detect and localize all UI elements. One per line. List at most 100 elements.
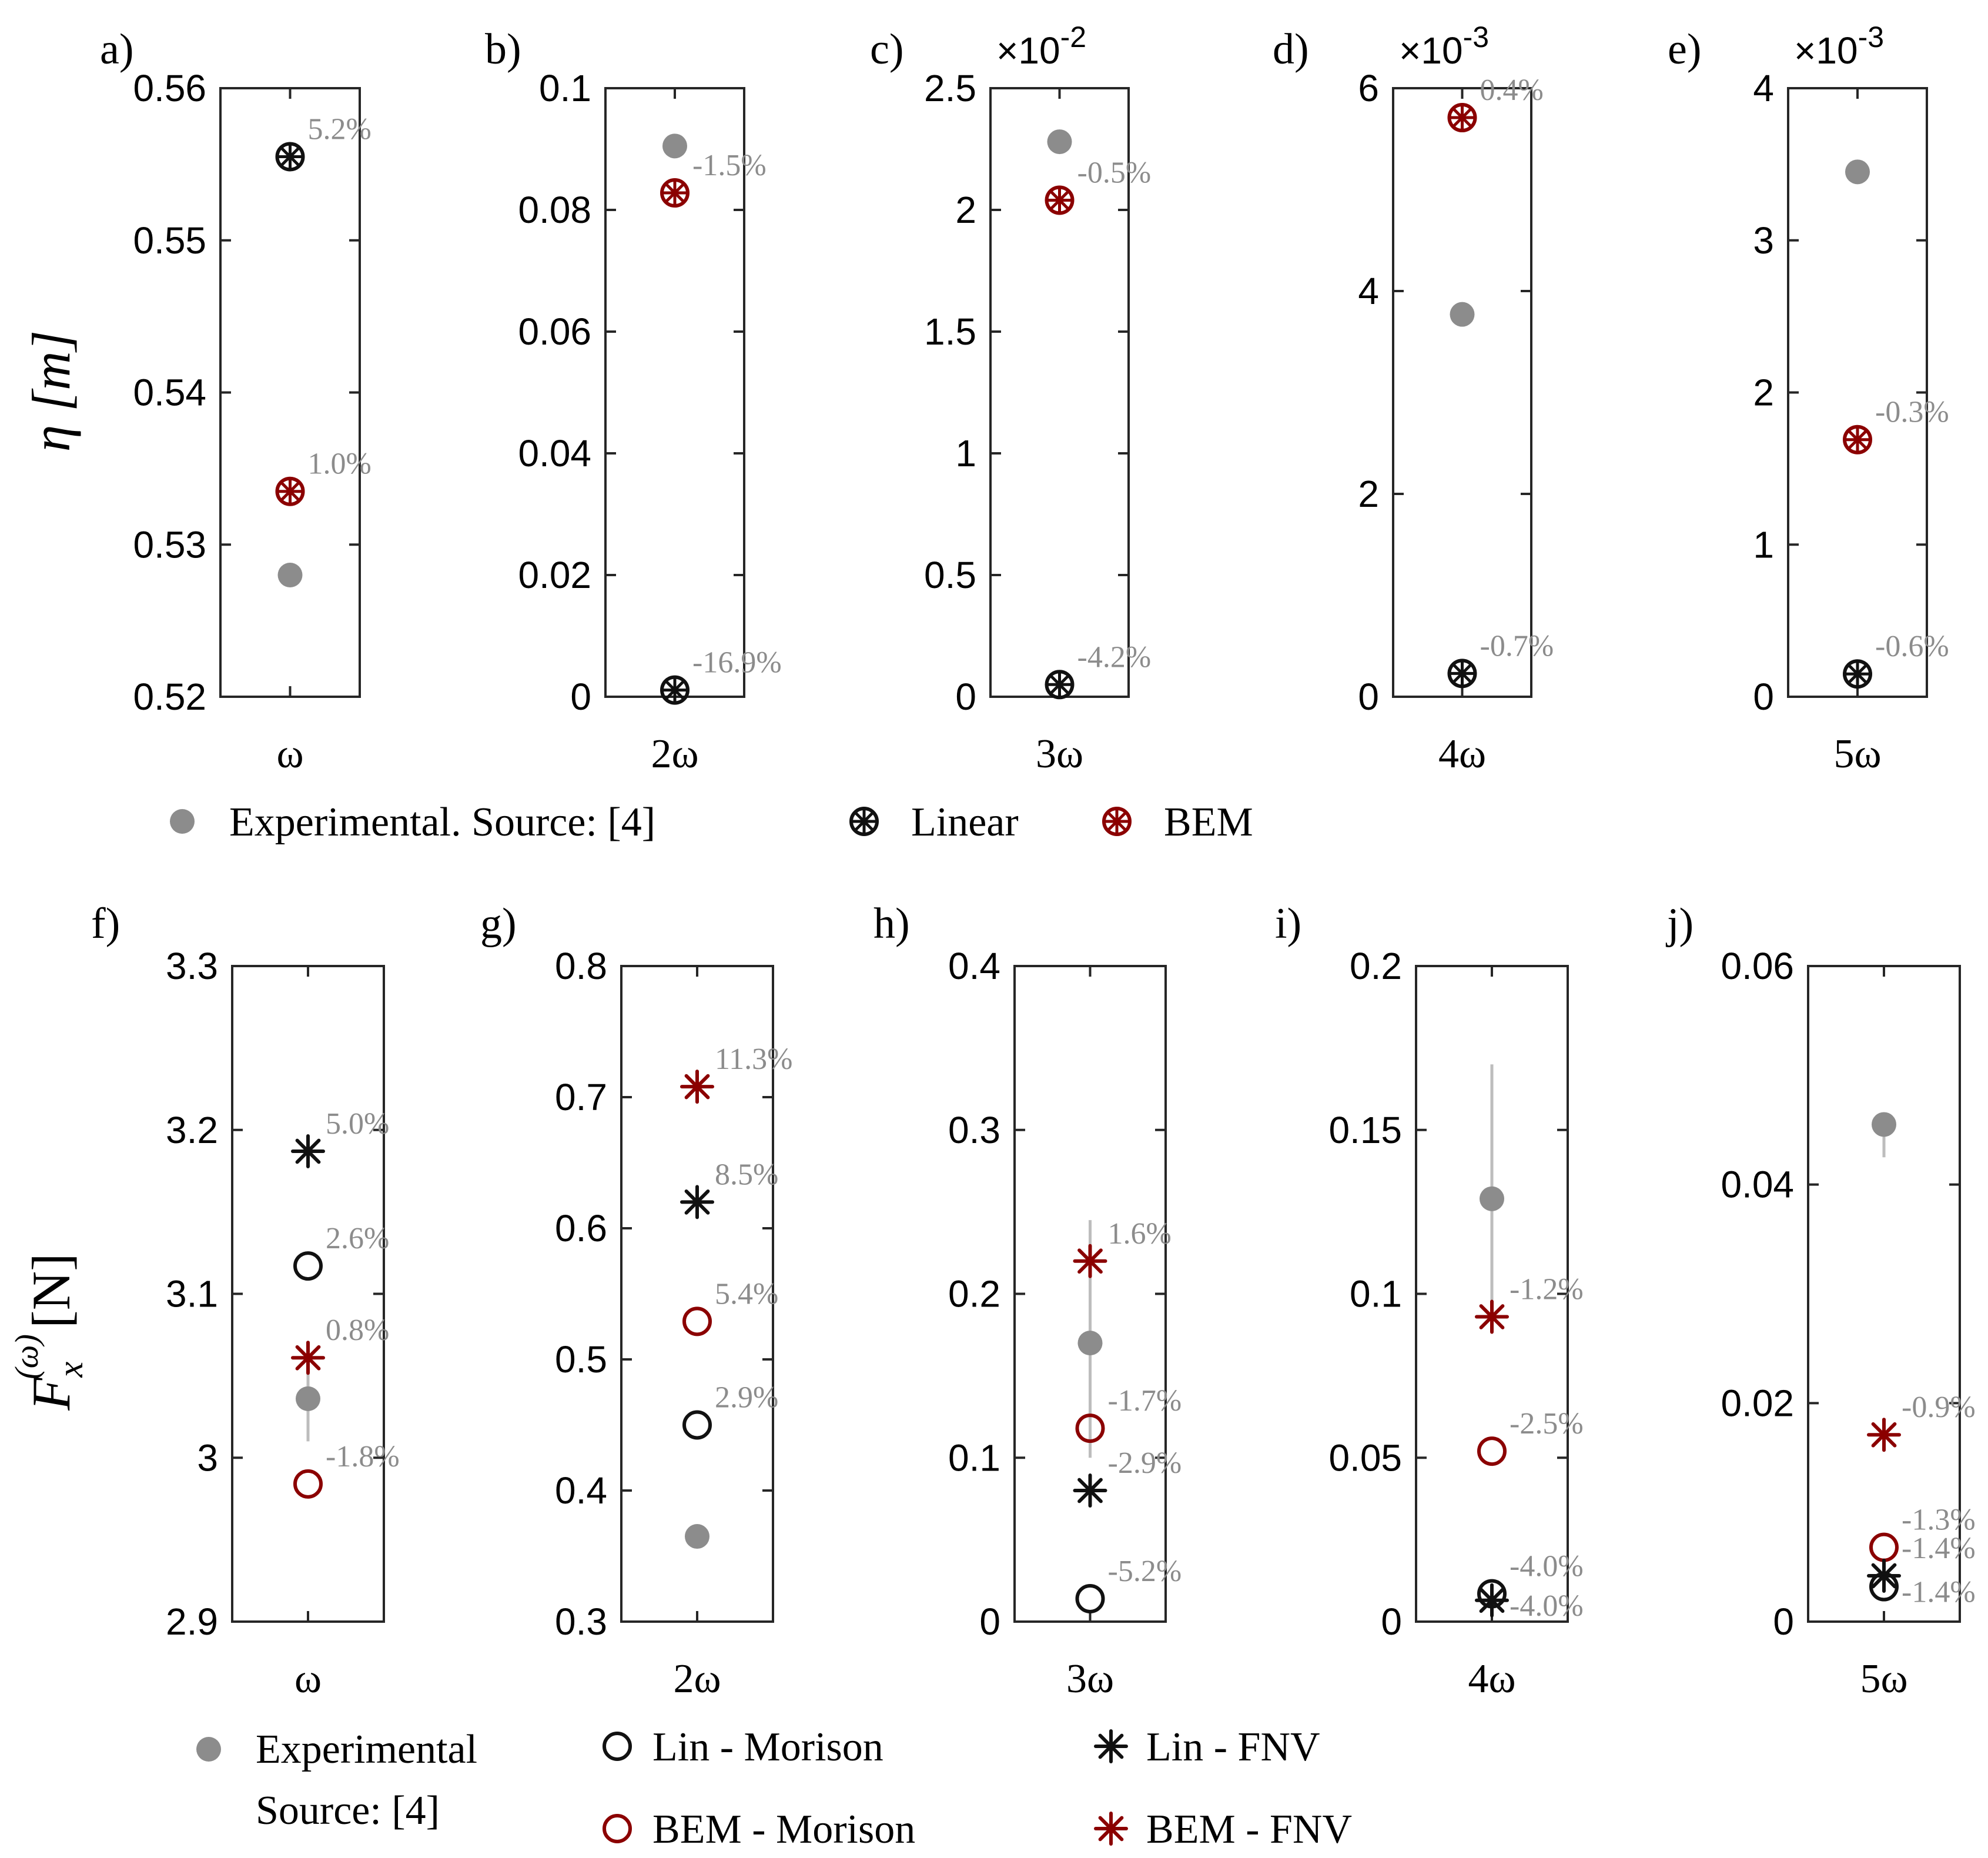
top-legend-item-2-marker [1102, 807, 1132, 836]
panel-c-multiplier-exponent: -2 [1060, 21, 1086, 54]
panel-a-ytick-label-0: 0.52 [133, 676, 206, 718]
panel-e-multiplier-exponent: -3 [1858, 21, 1884, 54]
panel-f-point-4-marker [293, 1469, 323, 1499]
panel-i-ytick-label-1: 0.05 [1328, 1436, 1402, 1479]
panel-g-point-2-marker [680, 1185, 714, 1219]
top-legend-item-2-marker-stroke-3 [1107, 811, 1127, 831]
panel-h-point-2-marker-ring [1075, 1413, 1105, 1443]
panel-g-point-0-marker [685, 1524, 709, 1549]
panel-a-point-2-annotation: 1.0% [308, 447, 372, 481]
panel-i-point-2-marker-ring [1477, 1436, 1507, 1466]
panel-d-letter: d) [1273, 25, 1309, 73]
panel-g-ytick-label-0: 0.3 [555, 1600, 607, 1643]
panel-f-point-1-annotation: 5.0% [326, 1107, 389, 1141]
panel-f-axes-box [231, 965, 385, 1623]
panel-h-point-4-marker-ring [1075, 1583, 1105, 1613]
panel-d-x-label: 4ω [1438, 731, 1486, 777]
panel-j-ytick-label-0: 0 [1773, 1600, 1794, 1643]
bottom-y-label-subscript: x [51, 1362, 90, 1378]
panel-g-point-1-marker [680, 1070, 714, 1104]
panel-j-x-label: 5ω [1860, 1656, 1907, 1702]
panel-f-ytick-label-4: 3.3 [166, 945, 218, 987]
panel-a-point-1-marker-stroke-3 [280, 146, 300, 167]
panel-e-ytick-label-3: 3 [1753, 219, 1774, 262]
panel-f-point-4-marker-ring [293, 1469, 323, 1499]
panel-c-letter: c) [870, 25, 904, 73]
panel-g-point-2-marker-stroke-3 [684, 1189, 710, 1215]
panel-c-multiplier: ×10-2 [996, 21, 1086, 72]
panel-a-point-0-marker-dot [277, 563, 303, 587]
panel-j-point-3-marker [1867, 1558, 1901, 1593]
panel-d-point-0-marker [1450, 302, 1475, 327]
panel-c-ytick-label-4: 2 [955, 189, 976, 231]
panel-e-point-1-annotation: -0.6% [1875, 630, 1949, 663]
panel-c-x-label: 3ω [1036, 731, 1083, 777]
panel-c-point-0-marker-dot [1047, 129, 1072, 155]
panel-g-ytick-label-4: 0.7 [555, 1076, 607, 1118]
bottom-legend-item-2-marker-ring [603, 1814, 632, 1843]
panel-d-multiplier-base: ×10 [1399, 29, 1463, 72]
panel-i-point-2-marker [1477, 1436, 1507, 1466]
panel-h-point-1-annotation: 1.6% [1108, 1217, 1172, 1251]
panel-d-ytick-label-1: 2 [1358, 473, 1379, 515]
panel-i-point-3-annotation: -4.0% [1510, 1550, 1584, 1583]
panel-e-ytick-label-4: 4 [1753, 67, 1774, 109]
top-y-label-text: η [m] [21, 330, 81, 452]
panel-g-ytick-label-3: 0.6 [555, 1207, 607, 1249]
panel-a-point-1-marker [275, 142, 305, 172]
panel-c-point-1-annotation: -4.2% [1077, 640, 1152, 674]
bottom-y-label-symbol: F [21, 1377, 81, 1411]
panel-d-point-2-annotation: 0.4% [1480, 73, 1544, 107]
panel-i-point-4-marker [1475, 1583, 1509, 1618]
panel-h-point-4-marker [1075, 1583, 1105, 1613]
bottom-legend-item-4-marker [1094, 1812, 1128, 1846]
panel-b-ytick-label-5: 0.1 [539, 67, 591, 109]
panel-h-ytick-label-0: 0 [979, 1600, 1000, 1643]
panel-b-point-0-marker-dot [662, 133, 687, 159]
panel-g-x-label: 2ω [673, 1656, 721, 1702]
bottom-legend-item-0-marker [196, 1737, 221, 1762]
panel-e-ytick-label-1: 1 [1753, 523, 1774, 566]
panel-h-point-2-marker [1075, 1413, 1105, 1443]
panel-b-point-2-annotation: -1.5% [692, 149, 767, 182]
panel-c: 0 0.5 1 1.5 2 2.5 3ω c) ×10-2 -4.2% -0.5% [870, 21, 1151, 777]
panel-j-point-2-marker-ring [1869, 1532, 1899, 1562]
panel-j-letter: j) [1665, 900, 1694, 948]
panel-c-point-1-marker [1045, 670, 1075, 700]
top-legend-item-0-marker-dot [170, 809, 195, 834]
panel-b-ytick-label-0: 0 [570, 676, 591, 718]
panel-h-point-1-marker [1073, 1244, 1107, 1278]
bottom-y-label-unit: [N] [21, 1253, 81, 1328]
panel-f-point-2-annotation: 2.6% [326, 1222, 389, 1255]
panel-d-point-1-marker-stroke-3 [1452, 663, 1472, 683]
panel-h-point-3-annotation: -2.9% [1108, 1446, 1182, 1480]
panel-c-point-2-annotation: -0.5% [1077, 156, 1152, 189]
panel-j-point-4-marker [1869, 1572, 1899, 1602]
panel-d-multiplier: ×10-3 [1399, 21, 1489, 72]
panel-d-point-2-marker-stroke-3 [1452, 108, 1472, 128]
panel-f-point-1-marker-stroke-3 [295, 1138, 321, 1164]
panel-g-letter: g) [480, 900, 517, 948]
panel-f-ytick-label-0: 2.9 [166, 1600, 218, 1643]
bottom-legend-item-1-label: Lin - Morison [652, 1725, 883, 1770]
panel-c-point-0-marker [1047, 129, 1072, 155]
panel-h-ytick-label-1: 0.1 [948, 1436, 1000, 1479]
panel-b-letter: b) [485, 25, 521, 73]
panel-j-point-0-marker [1872, 1112, 1896, 1137]
panel-j-ytick-label-1: 0.02 [1721, 1382, 1794, 1424]
panel-g-point-3-marker-ring [682, 1306, 712, 1336]
top-legend-item-0-marker [170, 809, 195, 834]
bottom-legend-item-3: Lin - FNV [1094, 1725, 1320, 1770]
panel-e-ytick-label-2: 2 [1753, 372, 1774, 414]
panel-h-ytick-label-4: 0.4 [948, 945, 1000, 987]
bottom-legend-item-3-marker [1094, 1729, 1128, 1763]
panel-a-point-1-annotation: 5.2% [308, 112, 372, 146]
bottom-legend-item-2-label: BEM - Morison [652, 1807, 915, 1852]
panel-e-point-2-annotation: -0.3% [1875, 396, 1949, 429]
panel-j-point-2-annotation: -1.3% [1902, 1503, 1976, 1537]
panel-h-point-1-marker-stroke-3 [1077, 1248, 1103, 1274]
panel-e-letter: e) [1668, 25, 1702, 73]
panel-h-point-0-marker-dot [1077, 1331, 1103, 1356]
top-legend-item-1-marker-stroke-3 [854, 811, 874, 831]
